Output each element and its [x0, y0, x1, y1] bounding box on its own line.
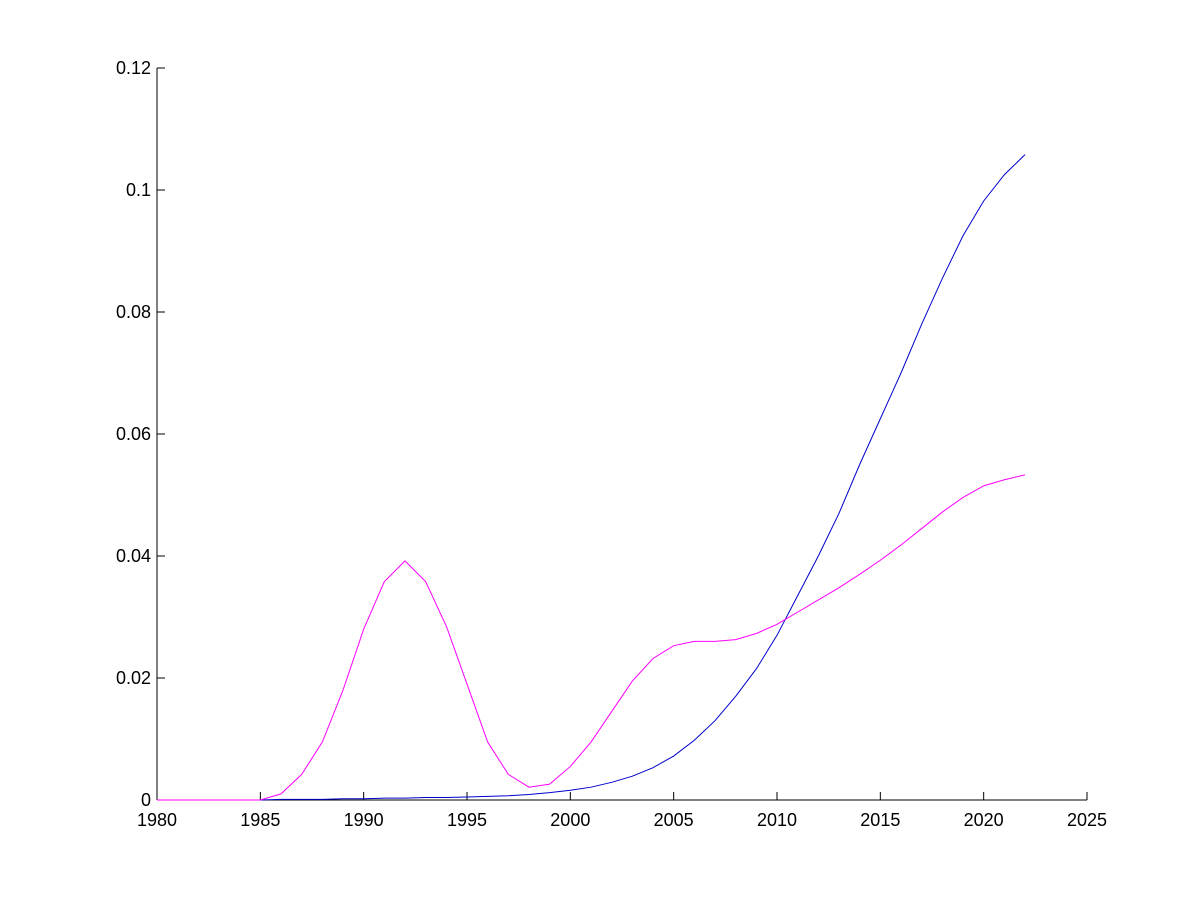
- series-line-1: [157, 154, 1026, 801]
- x-tick-label: 1995: [447, 810, 487, 830]
- x-tick-label: 2025: [1067, 810, 1107, 830]
- y-tick-label: 0.02: [116, 668, 151, 688]
- x-tick-label: 2005: [654, 810, 694, 830]
- x-tick-label: 1985: [240, 810, 280, 830]
- x-tick-label: 1990: [344, 810, 384, 830]
- y-tick-label: 0: [141, 790, 151, 810]
- y-tick-label: 0.04: [116, 546, 151, 566]
- series-layer: [157, 154, 1026, 801]
- x-tick-label: 2000: [550, 810, 590, 830]
- y-tick-label: 0.08: [116, 302, 151, 322]
- y-tick-label: 0.1: [126, 180, 151, 200]
- x-tick-label: 2020: [964, 810, 1004, 830]
- series-line-2: [157, 474, 1026, 801]
- x-tick-label: 2010: [757, 810, 797, 830]
- y-tick-label: 0.12: [116, 58, 151, 78]
- x-tick-label: 1980: [137, 810, 177, 830]
- y-tick-label: 0.06: [116, 424, 151, 444]
- x-tick-label: 2015: [860, 810, 900, 830]
- axes: 1980 1985 1990 1995 2000 2005 2010 2015 2020 2025…: [116, 58, 1107, 830]
